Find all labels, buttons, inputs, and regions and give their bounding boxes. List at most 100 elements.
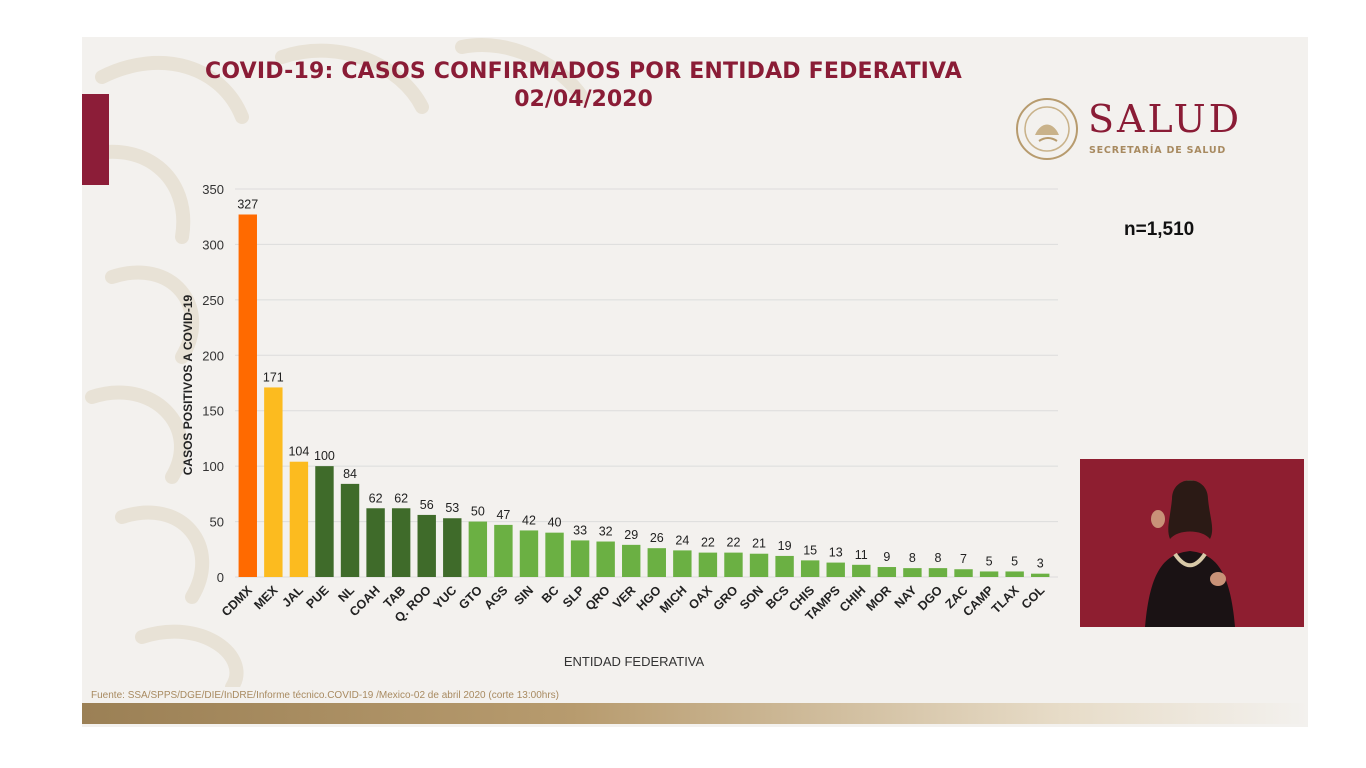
data-label: 62: [394, 491, 408, 505]
data-label: 33: [573, 523, 587, 537]
x-tick-label: GRO: [711, 583, 741, 613]
bar: [724, 552, 743, 577]
data-label: 15: [803, 543, 817, 557]
bar: [545, 532, 564, 577]
x-tick-label: CHIH: [837, 583, 869, 615]
bar: [264, 387, 283, 577]
x-tick-label: MEX: [251, 583, 281, 613]
brand-subtitle: SECRETARÍA DE SALUD: [1089, 145, 1227, 156]
x-tick-label: MOR: [863, 583, 894, 614]
bar-chart: 050100150200250300350327CDMX171MEX104JAL…: [181, 182, 1058, 669]
bar: [289, 461, 309, 577]
bar: [622, 544, 641, 577]
data-label: 100: [314, 449, 335, 463]
data-label: 171: [263, 370, 284, 384]
bar: [596, 541, 615, 577]
data-label: 84: [343, 467, 357, 481]
y-tick-label: 100: [202, 459, 224, 474]
bar: [443, 518, 462, 577]
bar: [391, 508, 411, 577]
bar: [979, 571, 999, 577]
data-label: 8: [909, 551, 916, 565]
bottom-band: [82, 703, 1308, 724]
data-label: 50: [471, 505, 485, 519]
x-tick-label: BCS: [763, 583, 792, 612]
bar: [238, 214, 257, 578]
data-label: 47: [496, 508, 510, 522]
data-label: 9: [883, 550, 890, 564]
x-tick-label: YUC: [431, 583, 460, 612]
brand-name: SALUD: [1088, 97, 1243, 141]
presentation-slide: COVID-19: CASOS CONFIRMADOS POR ENTIDAD …: [82, 37, 1308, 727]
data-label: 22: [701, 536, 715, 550]
data-label: 62: [369, 491, 383, 505]
data-label: 5: [986, 554, 993, 568]
data-label: 24: [675, 533, 689, 547]
national-seal-icon: [1016, 98, 1078, 160]
bar: [800, 560, 820, 577]
data-label: 29: [624, 528, 638, 542]
data-label: 26: [650, 531, 664, 545]
slide-date: 02/04/2020: [514, 87, 653, 112]
bar: [673, 550, 692, 577]
y-tick-label: 350: [202, 182, 224, 197]
total-cases-label: n=1,510: [1124, 219, 1195, 240]
source-note: Fuente: SSA/SPPS/DGE/DIE/InDRE/Informe t…: [91, 690, 559, 701]
bar: [826, 562, 845, 577]
salud-logo: SALUD SECRETARÍA DE SALUD: [1015, 97, 1255, 167]
x-tick-label: BC: [539, 583, 562, 606]
data-label: 11: [855, 548, 868, 562]
data-label: 22: [727, 536, 741, 550]
x-tick-label: AGS: [481, 583, 510, 612]
data-label: 42: [522, 513, 536, 527]
x-tick-label: SLP: [560, 583, 587, 610]
bar: [852, 564, 871, 577]
x-tick-label: TLAX: [989, 583, 1022, 616]
data-label: 40: [548, 516, 562, 530]
x-tick-label: SON: [737, 583, 766, 612]
x-tick-label: MICH: [657, 583, 689, 615]
bar: [417, 514, 436, 577]
bar: [698, 552, 718, 577]
data-label: 32: [599, 525, 613, 539]
bar: [340, 483, 360, 577]
y-tick-label: 250: [202, 293, 224, 308]
bar: [647, 548, 666, 577]
bar: [494, 524, 513, 577]
bar: [468, 521, 488, 577]
y-tick-label: 150: [202, 404, 224, 419]
slide-title: COVID-19: CASOS CONFIRMADOS POR ENTIDAD …: [205, 59, 962, 84]
bar: [877, 567, 897, 577]
accent-bar: [82, 94, 109, 185]
bar: [315, 466, 334, 577]
data-label: 19: [778, 539, 792, 553]
x-axis-title: ENTIDAD FEDERATIVA: [564, 654, 705, 669]
bar: [570, 540, 590, 577]
y-tick-label: 0: [217, 570, 224, 585]
data-label: 104: [288, 445, 309, 459]
data-label: 327: [237, 197, 258, 211]
x-tick-label: OAX: [686, 583, 716, 613]
x-tick-label: DGO: [915, 583, 945, 613]
data-label: 13: [829, 546, 843, 560]
bar: [1005, 571, 1024, 577]
y-tick-label: 50: [210, 515, 224, 530]
y-tick-label: 200: [202, 348, 224, 363]
x-tick-label: PUE: [304, 583, 332, 611]
bar: [366, 508, 385, 577]
bar: [749, 553, 769, 577]
data-label: 21: [752, 537, 766, 551]
interpreter-figure-icon: [1080, 459, 1304, 627]
y-axis-title: CASOS POSITIVOS A COVID-19: [181, 294, 195, 475]
bar: [1031, 573, 1050, 577]
data-label: 5: [1011, 554, 1018, 568]
y-tick-label: 300: [202, 237, 224, 252]
x-tick-label: VER: [610, 583, 638, 611]
bar: [903, 568, 922, 577]
x-tick-label: COL: [1019, 583, 1048, 612]
x-tick-label: JAL: [279, 583, 306, 610]
data-label: 56: [420, 498, 434, 512]
x-tick-label: GTO: [456, 583, 485, 612]
bar: [519, 530, 539, 577]
bar: [775, 555, 794, 577]
